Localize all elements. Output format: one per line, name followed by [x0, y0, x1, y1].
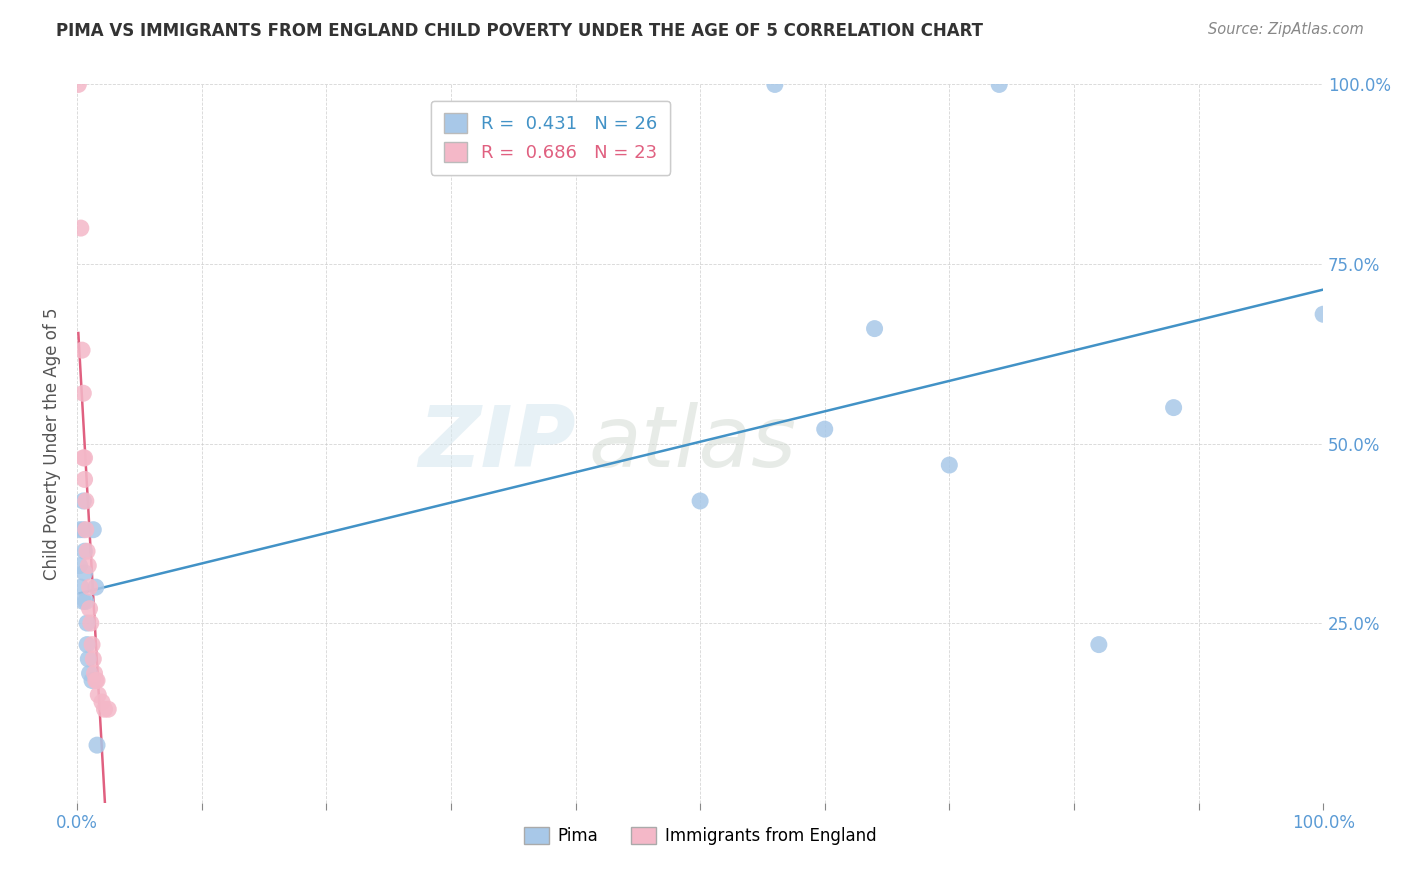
Point [80, 673, 103, 688]
Point [69, 523, 91, 537]
Point [80, 638, 103, 652]
Point [76, 615, 98, 630]
Point [938, 458, 960, 472]
Point [988, 78, 1011, 92]
Point [86, 738, 108, 752]
Point [72, 594, 94, 608]
Point [80, 615, 103, 630]
Point [76, 544, 98, 558]
Point [91, 695, 114, 709]
Point [69, 580, 91, 594]
Point [75, 494, 97, 508]
Point [73, 544, 96, 558]
Point [76, 638, 98, 652]
Point [83, 666, 105, 681]
Point [1088, 638, 1111, 652]
Point [79, 580, 101, 594]
Point [67, 78, 90, 92]
Point [72, 494, 94, 508]
Point [84, 580, 107, 594]
Point [97, 702, 120, 716]
Point [73, 566, 96, 580]
Point [763, 78, 786, 92]
Text: Source: ZipAtlas.com: Source: ZipAtlas.com [1208, 22, 1364, 37]
Point [69, 558, 91, 573]
Point [79, 601, 101, 615]
Text: PIMA VS IMMIGRANTS FROM ENGLAND CHILD POVERTY UNDER THE AGE OF 5 CORRELATION CHA: PIMA VS IMMIGRANTS FROM ENGLAND CHILD PO… [56, 22, 983, 40]
Point [93, 702, 115, 716]
Point [82, 523, 104, 537]
Point [77, 652, 100, 666]
Point [1312, 307, 1334, 321]
Point [72, 450, 94, 465]
Point [814, 422, 837, 436]
Legend: R =  0.431   N = 26, R =  0.686   N = 23: R = 0.431 N = 26, R = 0.686 N = 23 [430, 101, 671, 175]
Point [69, 221, 91, 235]
Point [84, 673, 107, 688]
Point [70, 343, 93, 358]
Point [72, 523, 94, 537]
Point [79, 666, 101, 681]
Point [86, 673, 108, 688]
Point [1163, 401, 1185, 415]
Point [82, 652, 104, 666]
Point [75, 523, 97, 537]
Point [72, 386, 94, 401]
Y-axis label: Child Poverty Under the Age of 5: Child Poverty Under the Age of 5 [44, 307, 60, 580]
Point [77, 558, 100, 573]
Point [863, 321, 886, 335]
Point [689, 494, 711, 508]
Text: atlas: atlas [588, 402, 796, 485]
Point [73, 450, 96, 465]
Point [73, 472, 96, 486]
Point [75, 594, 97, 608]
Text: ZIP: ZIP [418, 402, 575, 485]
Point [87, 688, 110, 702]
